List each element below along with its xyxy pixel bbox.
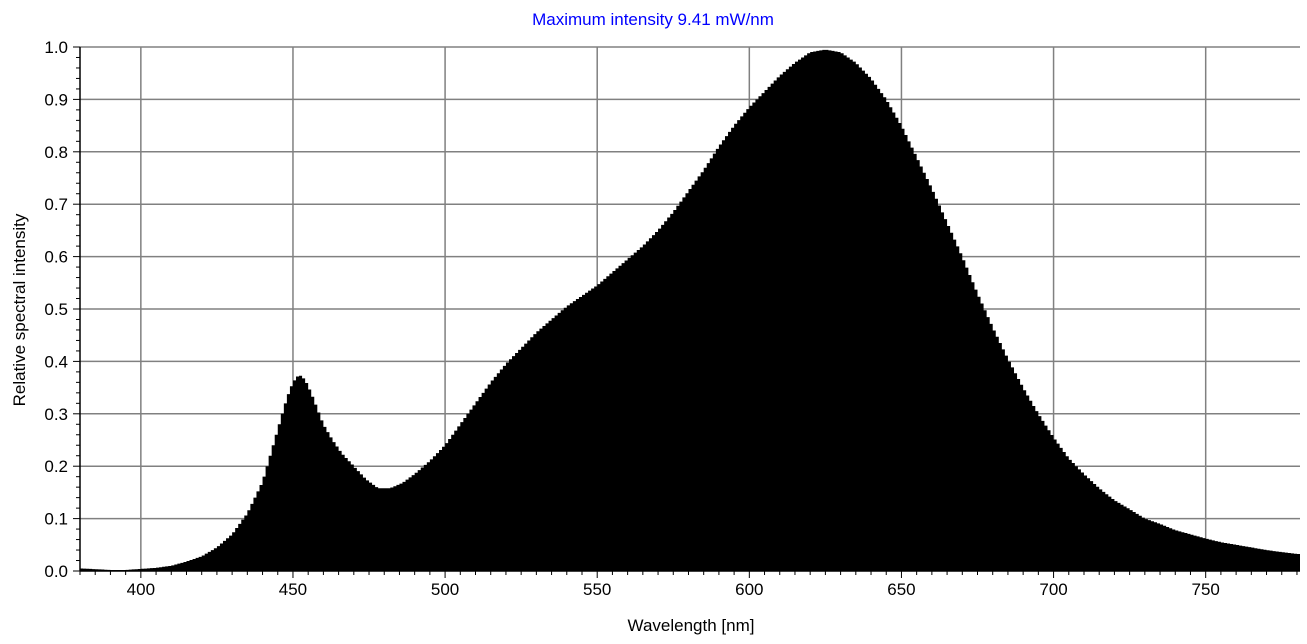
y-axis-title: Relative spectral intensity <box>10 213 29 406</box>
spectrum-area <box>80 49 1300 571</box>
x-tick-label: 700 <box>1039 580 1067 599</box>
x-tick-label: 400 <box>127 580 155 599</box>
x-axis-title: Wavelength [nm] <box>628 616 755 635</box>
x-tick-label: 500 <box>431 580 459 599</box>
x-tick-labels: 400 450 500 550 600 650 700 750 <box>127 580 1220 599</box>
y-tick-label: 0.1 <box>44 510 68 529</box>
y-tick-label: 0.4 <box>44 352 68 371</box>
y-tick-label: 0.3 <box>44 405 68 424</box>
x-tick-label: 550 <box>583 580 611 599</box>
y-tick-label: 0.0 <box>44 562 68 581</box>
x-tick-label: 650 <box>887 580 915 599</box>
chart-title: Maximum intensity 9.41 mW/nm <box>532 10 774 29</box>
y-tick-label: 0.7 <box>44 195 68 214</box>
x-tick-label: 450 <box>279 580 307 599</box>
y-tick-label: 1.0 <box>44 38 68 57</box>
y-tick-label: 0.6 <box>44 248 68 267</box>
y-tick-label: 0.9 <box>44 90 68 109</box>
y-tick-label: 0.2 <box>44 457 68 476</box>
x-tick-label: 600 <box>735 580 763 599</box>
axes-frame <box>73 46 1300 578</box>
x-tick-label: 750 <box>1191 580 1219 599</box>
y-tick-label: 0.5 <box>44 300 68 319</box>
y-tick-label: 0.8 <box>44 143 68 162</box>
y-tick-labels: 0.0 0.1 0.2 0.3 0.4 0.5 0.6 0.7 0.8 0.9 1.0 <box>44 38 68 581</box>
